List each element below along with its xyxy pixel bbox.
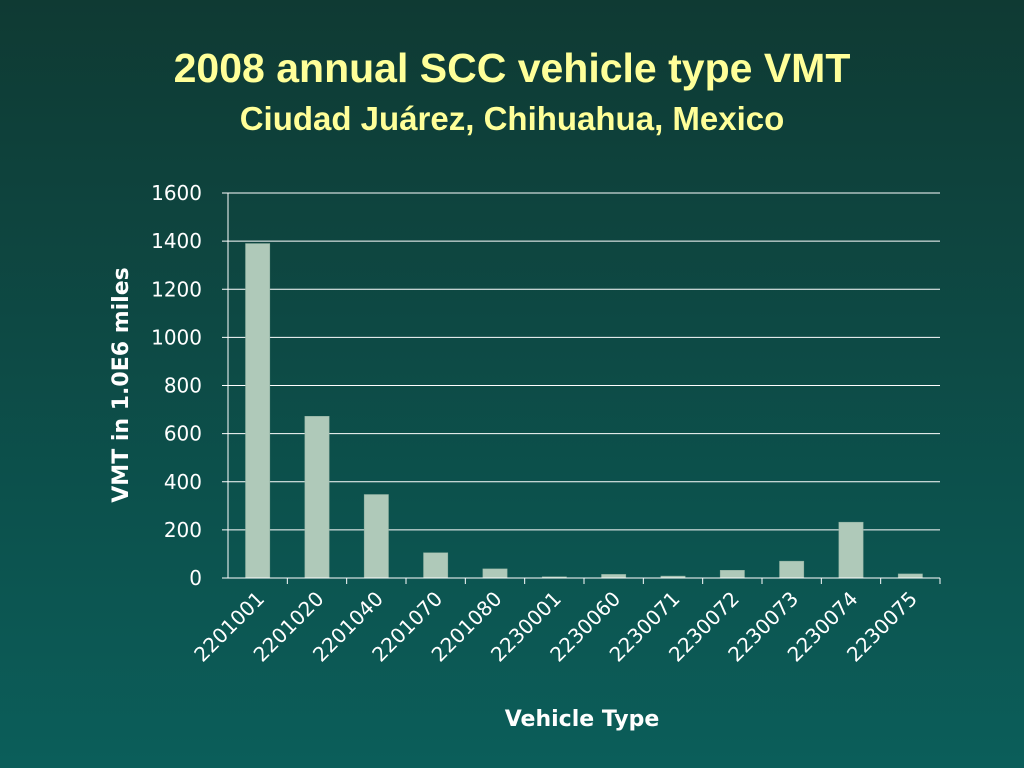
- y-tick-label: 1200: [151, 277, 202, 301]
- y-tick-label: 1000: [151, 325, 202, 349]
- bar-2201040: [363, 494, 389, 579]
- gridlines: [228, 192, 940, 531]
- bar-2201020: [304, 416, 330, 579]
- bar-2230075: [897, 573, 923, 579]
- y-tick-label: 600: [164, 422, 202, 446]
- bar-2230060: [601, 574, 627, 579]
- y-axis-title: VMT in 1.0E6 miles: [109, 267, 134, 502]
- y-tick-label: 400: [164, 470, 202, 494]
- y-tick-label: 1600: [151, 181, 202, 205]
- y-tick-label: 0: [189, 566, 202, 590]
- y-tick-labels: 0 200 400 600 800 1000 1200 1400 1600: [151, 181, 202, 590]
- y-tick-label: 800: [164, 374, 202, 398]
- y-tick-label: 200: [164, 518, 202, 542]
- slide-title: 2008 annual SCC vehicle type VMT: [173, 45, 851, 91]
- y-tick-label: 1400: [151, 229, 202, 253]
- x-axis-title: Vehicle Type: [505, 707, 660, 732]
- bar-2230073: [779, 560, 805, 579]
- bars: [245, 243, 923, 579]
- slide-subtitle: Ciudad Juárez, Chihuahua, Mexico: [239, 100, 785, 137]
- axes: [222, 192, 941, 584]
- bar-2230074: [838, 521, 864, 579]
- bar-2201001: [245, 243, 271, 579]
- x-tick-labels: 2201001220102022010402201070220108022300…: [189, 587, 922, 667]
- bar-2201070: [423, 552, 449, 579]
- bar-2230072: [719, 570, 745, 579]
- bar-2201080: [482, 568, 508, 579]
